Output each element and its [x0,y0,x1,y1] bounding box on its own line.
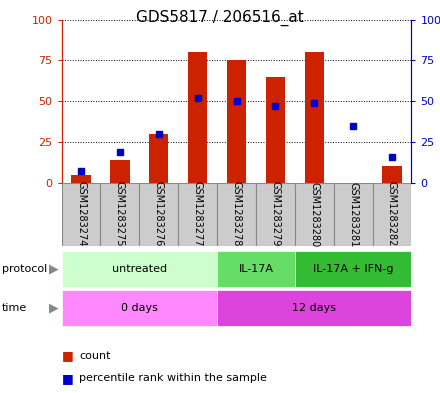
Bar [373,183,411,246]
Text: protocol: protocol [2,264,48,274]
Text: IL-17A: IL-17A [238,264,273,274]
Text: GSM1283276: GSM1283276 [154,182,164,247]
Bar [149,134,169,183]
Text: IL-17A + IFN-g: IL-17A + IFN-g [313,264,393,274]
Bar [100,183,139,246]
Bar [295,251,411,287]
Text: GSM1283275: GSM1283275 [115,182,125,247]
Text: ■: ■ [62,371,73,385]
Bar [382,166,402,183]
Text: GSM1283274: GSM1283274 [76,182,86,247]
Bar [295,183,334,246]
Bar [110,160,130,183]
Text: GDS5817 / 206516_at: GDS5817 / 206516_at [136,10,304,26]
Text: time: time [2,303,27,313]
Text: 12 days: 12 days [292,303,336,313]
Bar [266,77,285,183]
Text: GSM1283280: GSM1283280 [309,182,319,247]
Text: ■: ■ [62,349,73,362]
Bar [334,183,373,246]
Bar [227,61,246,183]
Text: percentile rank within the sample: percentile rank within the sample [79,373,267,383]
Bar [71,174,91,183]
Bar [178,183,217,246]
Bar [62,183,100,246]
Text: GSM1283278: GSM1283278 [231,182,242,247]
Text: ▶: ▶ [49,263,59,275]
Text: GSM1283279: GSM1283279 [270,182,280,247]
Text: GSM1283282: GSM1283282 [387,182,397,247]
Bar [217,251,295,287]
Text: untreated: untreated [112,264,167,274]
Bar [304,52,324,183]
Bar [139,183,178,246]
Bar [62,290,217,326]
Bar [217,183,256,246]
Text: count: count [79,351,111,361]
Text: ▶: ▶ [49,302,59,315]
Bar [256,183,295,246]
Bar [62,251,217,287]
Text: GSM1283281: GSM1283281 [348,182,358,247]
Bar [188,52,207,183]
Bar [217,290,411,326]
Text: 0 days: 0 days [121,303,158,313]
Text: GSM1283277: GSM1283277 [193,182,203,247]
